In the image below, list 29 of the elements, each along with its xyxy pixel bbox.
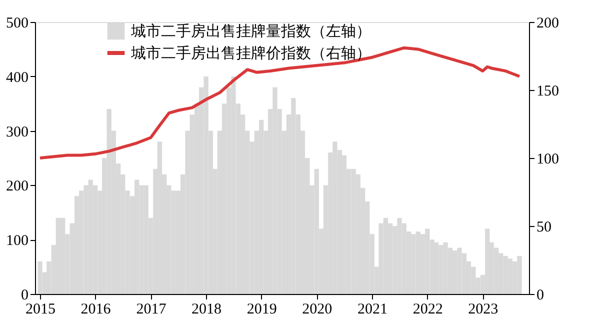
bar <box>157 142 162 294</box>
legend-label: 城市二手房出售挂牌量指数（左轴） <box>130 23 371 40</box>
x-tick-label: 2018 <box>192 302 222 318</box>
y2-tick-label: 100 <box>536 152 559 168</box>
x-tick-label: 2015 <box>26 302 56 318</box>
y-tick-label: 100 <box>6 233 28 250</box>
x-tick-label: 2022 <box>412 302 443 318</box>
x-tick-label: 2020 <box>302 302 332 318</box>
bar <box>56 218 61 294</box>
bar <box>434 242 439 294</box>
bar <box>134 180 140 294</box>
line-series <box>38 46 521 160</box>
x-tick-label: 2021 <box>358 302 388 318</box>
y-tick-label: 300 <box>6 124 28 140</box>
bar <box>38 261 42 294</box>
y-tick-label: 400 <box>6 70 28 86</box>
x-tick-label: 2019 <box>246 302 277 318</box>
y2-tick-label: 200 <box>536 16 559 32</box>
y-tick-label: 0 <box>21 288 28 304</box>
y-tick-label: 500 <box>6 16 28 32</box>
y2-tick-label: 50 <box>536 220 552 236</box>
x-tick-label: 2017 <box>136 302 167 318</box>
bar <box>258 120 264 294</box>
x-tick-label: 2016 <box>80 302 112 318</box>
x-tick-label: 2023 <box>468 302 498 318</box>
y2-tick-label: 0 <box>536 288 544 304</box>
y2-tick-label: 150 <box>536 84 559 100</box>
legend-label: 城市二手房出售挂牌价指数（右轴） <box>130 45 371 62</box>
y-tick-label: 200 <box>6 178 28 195</box>
